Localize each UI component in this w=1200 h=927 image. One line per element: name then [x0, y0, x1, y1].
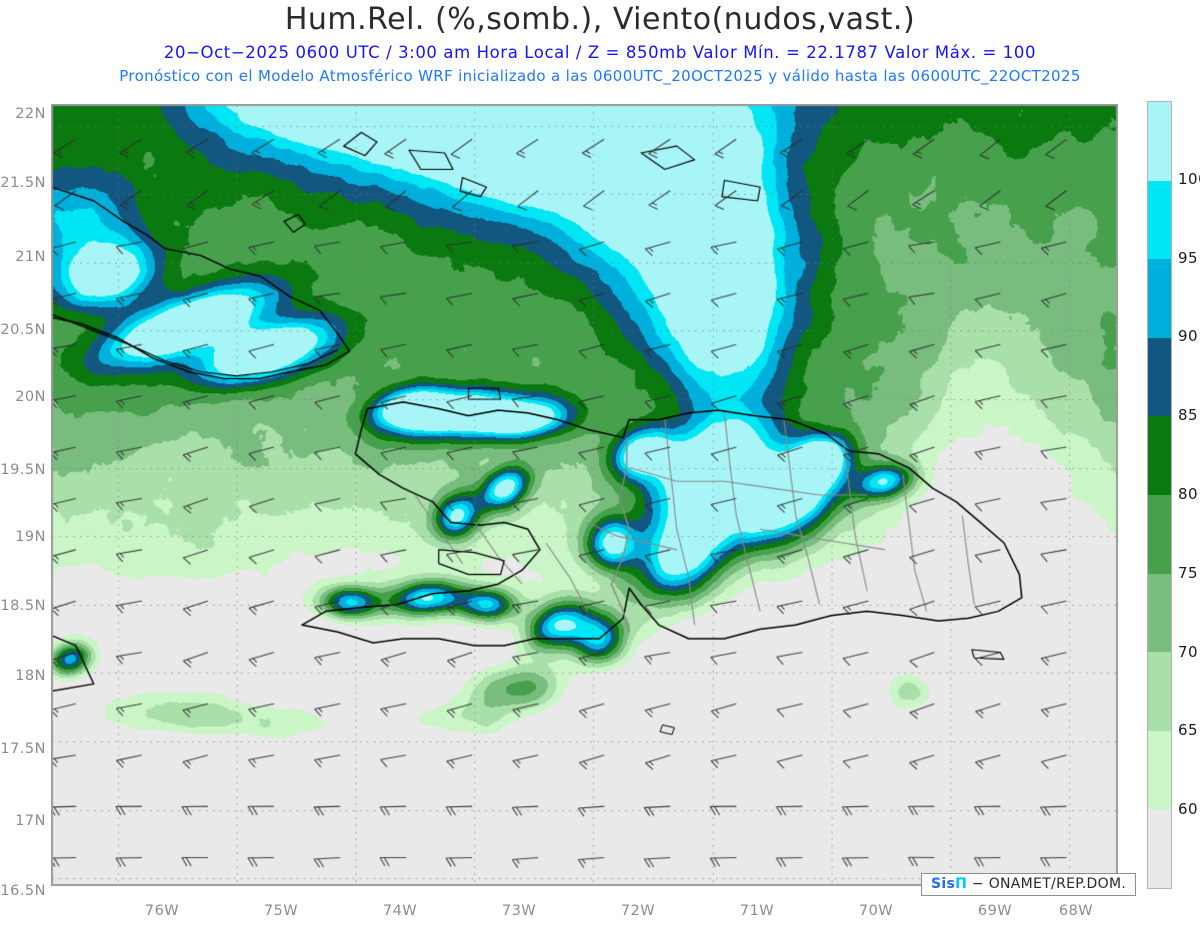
colorbar-segment: [1148, 652, 1171, 731]
lat-tick-label: 18N: [15, 668, 46, 684]
colorbar-tick-label: 70: [1178, 642, 1199, 661]
colorbar-tick-label: 100: [1178, 169, 1200, 188]
logo-agency-text: − ONAMET/REP.DOM.: [971, 876, 1127, 892]
colorbar-segment: [1148, 102, 1171, 181]
lat-tick-label: 21.5N: [0, 175, 46, 191]
colorbar-segment: [1148, 730, 1171, 810]
lat-tick-label: 20.5N: [0, 322, 46, 338]
lat-tick-label: 17N: [15, 813, 46, 829]
lat-tick-label: 22N: [15, 106, 46, 122]
colorbar-tick-label: 95: [1178, 248, 1199, 267]
onamet-logo: SisΠ − ONAMET/REP.DOM.: [921, 873, 1137, 896]
humidity-shading-canvas: [52, 105, 1117, 885]
lat-tick-label: 16.5N: [0, 883, 46, 899]
lon-tick-label: 68W: [1058, 903, 1094, 919]
lat-tick-label: 18.5N: [0, 598, 46, 614]
lon-tick-label: 73W: [501, 903, 537, 919]
colorbar-segment: [1148, 416, 1171, 495]
logo-pi-icon: Π: [955, 876, 968, 892]
colorbar-tick-label: 60: [1178, 800, 1199, 819]
colorbar-tick-label: 85: [1178, 406, 1199, 425]
colorbar-segment: [1148, 494, 1171, 574]
colorbar-segment: [1148, 809, 1171, 888]
lat-tick-label: 19.5N: [0, 462, 46, 478]
humidity-colorbar[interactable]: [1147, 101, 1172, 889]
colorbar-tick-label: 75: [1178, 563, 1199, 582]
lat-tick-label: 17.5N: [0, 741, 46, 757]
colorbar-segment: [1148, 180, 1171, 260]
weather-map[interactable]: [51, 104, 1118, 886]
lon-tick-label: 71W: [739, 903, 775, 919]
lon-tick-label: 75W: [263, 903, 299, 919]
colorbar-segment: [1148, 573, 1171, 653]
lon-tick-label: 70W: [858, 903, 894, 919]
lon-tick-label: 76W: [144, 903, 180, 919]
colorbar-tick-label: 90: [1178, 327, 1199, 346]
logo-sis-text: Sis: [931, 876, 956, 892]
colorbar-segment: [1148, 337, 1171, 417]
forecast-meta-line: 20−Oct−2025 0600 UTC / 3:00 am Hora Loca…: [163, 43, 1037, 62]
lat-tick-label: 21N: [15, 249, 46, 265]
page-title: Hum.Rel. (%,somb.), Viento(nudos,vast.): [284, 2, 916, 37]
lon-tick-label: 69W: [977, 903, 1013, 919]
lon-tick-label: 74W: [382, 903, 418, 919]
colorbar-segment: [1148, 259, 1171, 338]
lat-tick-label: 19N: [15, 529, 46, 545]
lat-tick-label: 20N: [15, 389, 46, 405]
colorbar-tick-label: 65: [1178, 721, 1199, 740]
lon-tick-label: 72W: [620, 903, 656, 919]
colorbar-tick-label: 80: [1178, 485, 1199, 503]
model-description-line: Pronóstico con el Modelo Atmosférico WRF…: [119, 67, 1081, 85]
